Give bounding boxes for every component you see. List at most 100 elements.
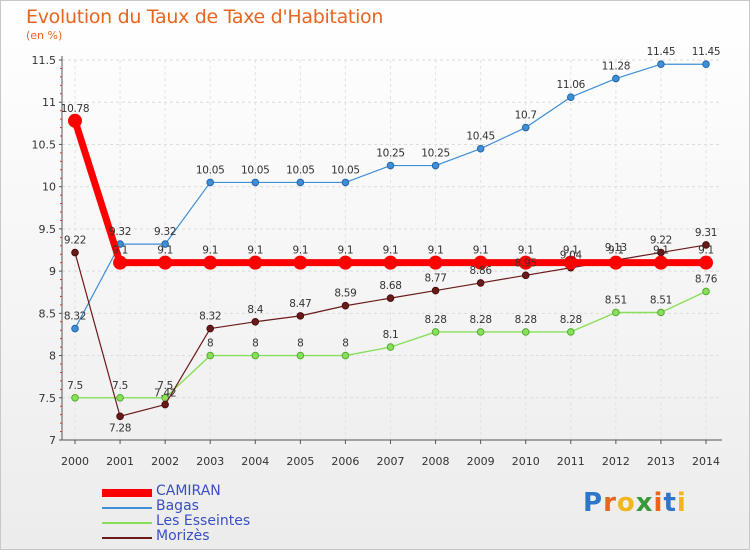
- data-label: 8: [297, 338, 303, 350]
- data-label: 10.7: [515, 110, 537, 122]
- data-point: [431, 286, 440, 295]
- data-label: 7.42: [154, 388, 176, 400]
- data-label: 9.1: [698, 245, 714, 257]
- data-label: 8: [252, 338, 258, 350]
- data-label: 8.28: [424, 314, 446, 326]
- data-point: [296, 178, 305, 187]
- data-label: 9.32: [109, 226, 131, 238]
- legend-swatch: [102, 522, 152, 524]
- data-point: [476, 328, 485, 336]
- data-label: 7.5: [67, 380, 83, 392]
- legend-swatch: [102, 489, 152, 497]
- data-point: [431, 161, 440, 170]
- data-point: [612, 74, 620, 83]
- data-point: [428, 255, 443, 270]
- data-label: 9.22: [650, 235, 672, 247]
- data-point: [71, 393, 79, 402]
- data-point: [383, 255, 398, 270]
- data-point: [653, 255, 668, 270]
- data-label: 11.45: [647, 46, 676, 58]
- data-label: 8.1: [383, 329, 399, 341]
- data-label: 8.51: [650, 294, 672, 306]
- data-label: 7.5: [112, 380, 128, 392]
- data-point: [116, 412, 124, 421]
- x-tick-label: 2000: [61, 455, 89, 468]
- data-point: [251, 317, 260, 326]
- x-tick-label: 2004: [241, 455, 269, 468]
- data-label: 11.06: [557, 79, 586, 91]
- y-tick-label: 7.5: [39, 392, 57, 405]
- data-label: 8: [342, 338, 348, 350]
- data-label: 11.45: [692, 46, 721, 58]
- data-point: [702, 60, 710, 69]
- data-point: [563, 255, 578, 270]
- data-label: 8.59: [334, 288, 356, 300]
- data-label: 8: [207, 338, 213, 350]
- chart-title: Evolution du Taux de Taxe d'Habitation: [26, 6, 384, 28]
- data-label: 10.05: [286, 164, 315, 176]
- data-label: 8.4: [247, 304, 263, 316]
- data-label: 10.78: [61, 103, 90, 115]
- x-tick-label: 2014: [692, 455, 720, 468]
- data-point: [71, 248, 79, 257]
- data-point: [386, 294, 395, 302]
- data-label: 8.77: [424, 273, 446, 285]
- x-tick-label: 2003: [196, 455, 224, 468]
- data-point: [518, 255, 533, 270]
- data-label: 9.1: [653, 245, 669, 257]
- data-label: 9.1: [112, 245, 128, 257]
- data-point: [657, 308, 665, 317]
- x-tick-label: 2011: [557, 455, 585, 468]
- data-label: 8.86: [470, 265, 493, 277]
- proxiti-logo: Proxiti: [583, 488, 687, 518]
- logo-letter: r: [603, 488, 617, 518]
- data-point: [341, 178, 350, 187]
- y-tick-label: 8: [49, 350, 56, 363]
- legend-label: Les Esseintes: [156, 513, 251, 529]
- data-point: [161, 400, 169, 409]
- y-tick-label: 9: [49, 265, 56, 278]
- x-tick-label: 2007: [377, 455, 405, 468]
- data-label: 9.1: [202, 245, 218, 257]
- data-point: [476, 144, 485, 153]
- data-label: 9.1: [157, 245, 173, 257]
- x-tick-label: 2002: [151, 455, 179, 468]
- data-label: 10.05: [241, 164, 270, 176]
- unit-label: (en %): [26, 29, 63, 42]
- x-tick-label: 2008: [422, 455, 450, 468]
- data-point: [521, 271, 530, 280]
- data-label: 9.32: [154, 226, 176, 238]
- data-point: [293, 255, 308, 270]
- data-label: 9.1: [292, 245, 308, 257]
- x-tick-label: 2013: [647, 455, 675, 468]
- legend-swatch: [102, 507, 152, 509]
- logo-letter: i: [653, 488, 664, 518]
- legend-label: Bagas: [156, 498, 199, 514]
- x-tick-label: 2010: [512, 455, 540, 468]
- data-label: 10.05: [196, 164, 225, 176]
- data-label: 9.1: [518, 245, 534, 257]
- y-tick-label: 10.5: [32, 138, 57, 151]
- data-point: [476, 279, 485, 287]
- x-tick-label: 2009: [467, 455, 495, 468]
- data-label: 10.45: [466, 131, 495, 143]
- data-point: [71, 324, 79, 333]
- data-label: 9.1: [338, 245, 354, 257]
- data-label: 9.1: [473, 245, 489, 257]
- data-point: [386, 161, 395, 170]
- data-point: [206, 178, 215, 187]
- y-tick-label: 7: [49, 434, 56, 447]
- data-point: [702, 287, 710, 296]
- x-tick-label: 2006: [331, 455, 359, 468]
- data-point: [296, 351, 305, 360]
- data-point: [113, 255, 128, 270]
- data-label: 9.1: [563, 245, 579, 257]
- data-label: 9.1: [383, 245, 399, 257]
- data-point: [521, 123, 530, 132]
- data-point: [206, 351, 215, 360]
- data-point: [206, 324, 215, 333]
- logo-letter: o: [616, 488, 636, 518]
- logo-letter: x: [635, 488, 654, 518]
- data-point: [251, 178, 260, 187]
